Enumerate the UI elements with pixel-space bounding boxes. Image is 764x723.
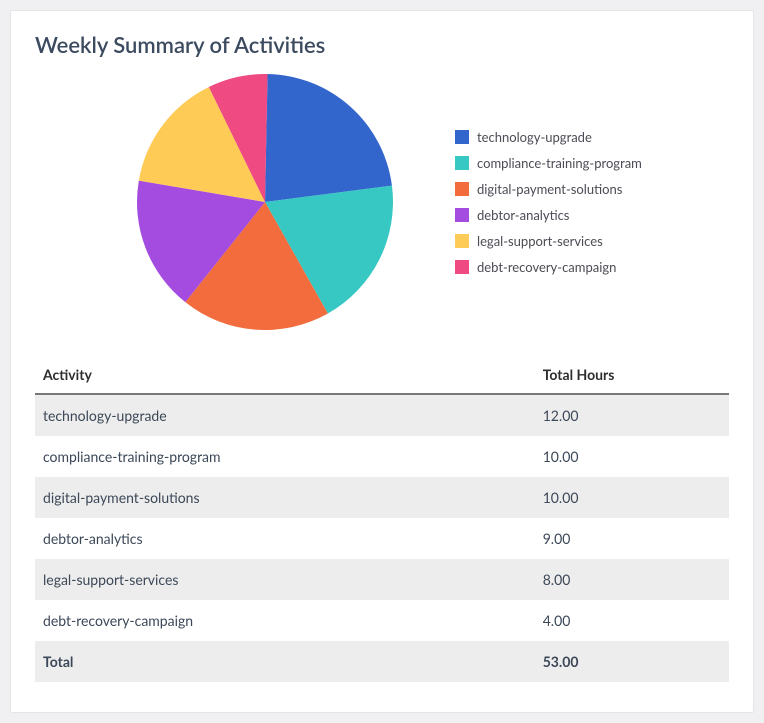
chart-legend: technology-upgrade compliance-training-pr… bbox=[455, 129, 642, 275]
legend-swatch bbox=[455, 130, 469, 144]
table-header-row: Activity Total Hours bbox=[35, 356, 729, 394]
legend-item: compliance-training-program bbox=[455, 155, 642, 171]
legend-label: legal-support-services bbox=[477, 233, 603, 249]
col-activity: Activity bbox=[35, 356, 535, 394]
chart-area: technology-upgrade compliance-training-pr… bbox=[35, 72, 729, 332]
legend-label: digital-payment-solutions bbox=[477, 181, 622, 197]
cell-total-value: 53.00 bbox=[535, 641, 729, 682]
cell-hours: 10.00 bbox=[535, 477, 729, 518]
table-total-row: Total53.00 bbox=[35, 641, 729, 682]
cell-hours: 9.00 bbox=[535, 518, 729, 559]
legend-item: debtor-analytics bbox=[455, 207, 642, 223]
pie-slice bbox=[265, 74, 392, 202]
legend-swatch bbox=[455, 234, 469, 248]
table-row: technology-upgrade12.00 bbox=[35, 394, 729, 436]
table-row: debt-recovery-campaign4.00 bbox=[35, 600, 729, 641]
cell-activity: compliance-training-program bbox=[35, 436, 535, 477]
legend-swatch bbox=[455, 260, 469, 274]
col-hours: Total Hours bbox=[535, 356, 729, 394]
legend-swatch bbox=[455, 156, 469, 170]
cell-hours: 4.00 bbox=[535, 600, 729, 641]
activity-table: Activity Total Hours technology-upgrade1… bbox=[35, 356, 729, 682]
legend-item: legal-support-services bbox=[455, 233, 642, 249]
legend-label: compliance-training-program bbox=[477, 155, 642, 171]
table-row: digital-payment-solutions10.00 bbox=[35, 477, 729, 518]
legend-swatch bbox=[455, 208, 469, 222]
cell-activity: debtor-analytics bbox=[35, 518, 535, 559]
table-row: legal-support-services8.00 bbox=[35, 559, 729, 600]
cell-activity: technology-upgrade bbox=[35, 394, 535, 436]
legend-item: digital-payment-solutions bbox=[455, 181, 642, 197]
card-title: Weekly Summary of Activities bbox=[35, 31, 729, 58]
cell-activity: debt-recovery-campaign bbox=[35, 600, 535, 641]
pie-chart bbox=[135, 72, 395, 332]
legend-item: debt-recovery-campaign bbox=[455, 259, 642, 275]
cell-activity: legal-support-services bbox=[35, 559, 535, 600]
legend-item: technology-upgrade bbox=[455, 129, 642, 145]
legend-label: technology-upgrade bbox=[477, 129, 592, 145]
legend-label: debt-recovery-campaign bbox=[477, 259, 616, 275]
cell-hours: 12.00 bbox=[535, 394, 729, 436]
legend-swatch bbox=[455, 182, 469, 196]
cell-hours: 8.00 bbox=[535, 559, 729, 600]
legend-label: debtor-analytics bbox=[477, 207, 569, 223]
table-row: compliance-training-program10.00 bbox=[35, 436, 729, 477]
cell-hours: 10.00 bbox=[535, 436, 729, 477]
cell-activity: digital-payment-solutions bbox=[35, 477, 535, 518]
table-row: debtor-analytics9.00 bbox=[35, 518, 729, 559]
cell-total-label: Total bbox=[35, 641, 535, 682]
summary-card: Weekly Summary of Activities technology-… bbox=[10, 10, 754, 713]
